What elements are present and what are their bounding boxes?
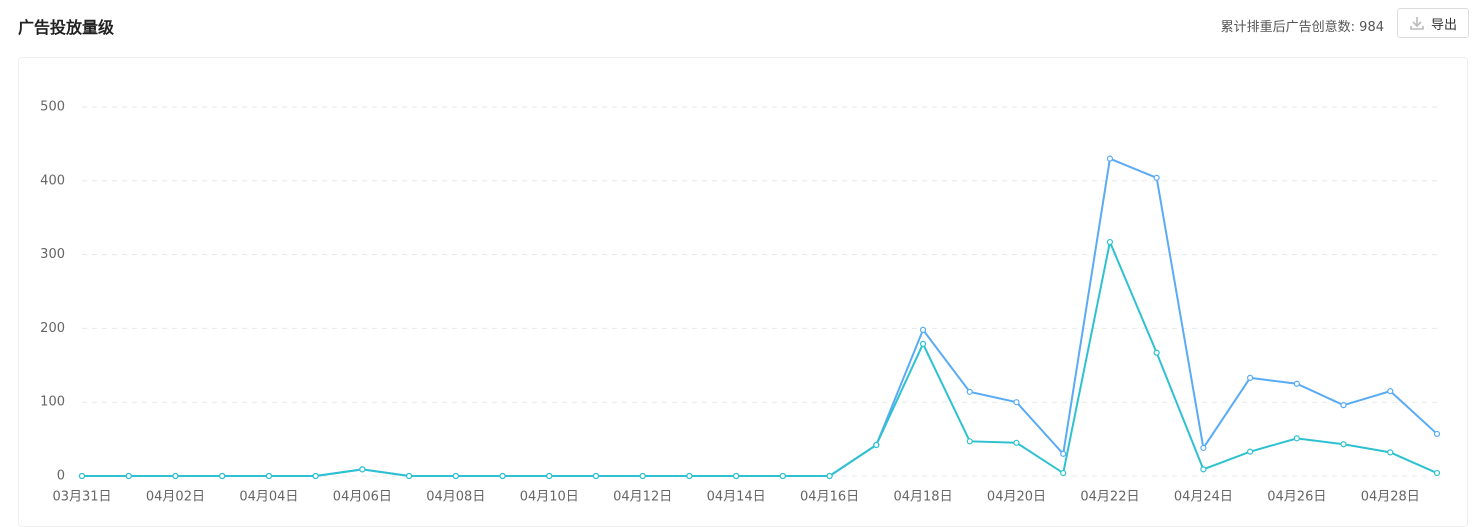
data-point	[966, 438, 973, 445]
x-tick-label: 04月14日	[707, 490, 766, 505]
data-point	[592, 472, 600, 480]
data-point	[312, 472, 319, 480]
data-point	[1387, 388, 1394, 395]
data-point	[1153, 349, 1160, 356]
x-tick-label: 04月18日	[893, 490, 952, 505]
x-tick-label: 04月10日	[520, 490, 579, 505]
x-tick-label: 04月28日	[1361, 490, 1420, 505]
data-point	[405, 472, 413, 480]
data-point	[1340, 402, 1347, 409]
data-point	[1200, 466, 1207, 473]
data-point	[1247, 448, 1254, 455]
data-point	[452, 472, 459, 480]
x-tick-label: 04月04日	[239, 490, 298, 505]
y-tick-label: 0	[57, 469, 65, 484]
data-point	[1433, 430, 1441, 438]
data-point	[265, 472, 272, 480]
series-line	[82, 157, 1438, 477]
data-point	[1060, 450, 1067, 457]
x-tick-label: 03月31日	[52, 490, 111, 505]
x-tick-label: 04月12日	[613, 490, 672, 505]
y-tick-label: 500	[40, 100, 65, 115]
x-tick-label: 04月02日	[146, 490, 205, 505]
data-point	[125, 472, 132, 480]
x-tick-label: 04月16日	[800, 490, 859, 505]
data-point	[966, 388, 973, 395]
data-point	[78, 472, 86, 480]
data-point	[1247, 374, 1254, 381]
data-point	[919, 326, 927, 333]
data-point	[172, 472, 179, 480]
series-line	[82, 238, 1438, 477]
x-tick-label: 04月22日	[1080, 490, 1139, 505]
data-point	[359, 466, 366, 473]
export-button[interactable]: 导出	[1397, 8, 1469, 38]
x-tick-label: 04月08日	[426, 490, 485, 505]
x-tick-label: 04月06日	[333, 490, 392, 505]
x-tick-label: 04月26日	[1267, 490, 1326, 505]
y-tick-label: 100	[40, 395, 65, 410]
x-tick-label: 04月20日	[987, 490, 1046, 505]
y-tick-label: 300	[40, 247, 65, 262]
data-point	[1153, 174, 1160, 181]
data-point	[499, 472, 506, 480]
download-icon	[1410, 17, 1424, 30]
data-point	[826, 472, 833, 480]
data-point	[546, 472, 553, 480]
data-point	[873, 441, 880, 449]
data-point	[686, 472, 693, 480]
stat-label: 累计排重后广告创意数:	[1220, 20, 1356, 35]
data-point	[1387, 449, 1394, 456]
data-point	[1200, 444, 1207, 452]
data-point	[1433, 469, 1441, 477]
y-tick-label: 400	[40, 173, 65, 188]
data-point	[1293, 380, 1300, 387]
data-point	[639, 472, 646, 480]
data-point	[1293, 435, 1300, 442]
data-point	[919, 340, 927, 347]
title: 广告投放量级	[18, 18, 115, 37]
data-point	[219, 472, 226, 480]
y-tick-label: 200	[40, 321, 65, 336]
data-point	[1013, 439, 1020, 446]
data-point	[1106, 238, 1114, 246]
data-point	[733, 472, 740, 480]
x-tick-label: 04月24日	[1174, 490, 1233, 505]
stat: 累计排重后广告创意数: 984	[1221, 16, 1384, 35]
stat-value: 984	[1359, 20, 1384, 35]
data-point	[1013, 399, 1020, 406]
data-point	[1060, 469, 1067, 477]
data-point	[1340, 441, 1347, 448]
export-label: 导出	[1430, 17, 1457, 33]
data-point	[1106, 155, 1114, 162]
data-point	[779, 472, 786, 480]
